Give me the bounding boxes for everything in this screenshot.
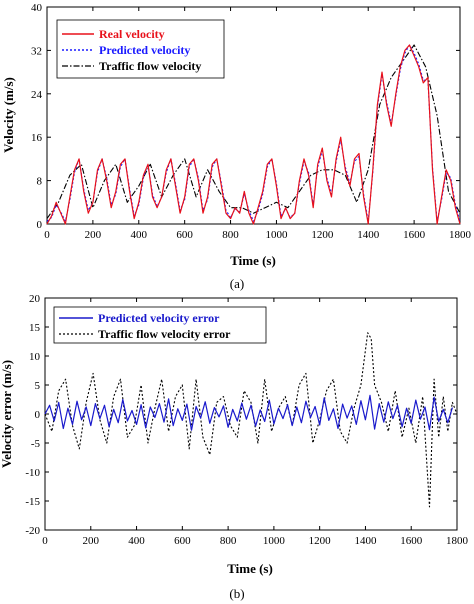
y-tick-label: -20	[25, 525, 40, 537]
y-tick-label: -15	[25, 496, 40, 508]
y-tick-label: 16	[31, 132, 43, 144]
x-tick-label: 800	[220, 535, 237, 547]
legend-box	[53, 306, 267, 344]
legend-label-predicted-velocity-error: Predicted velocity error	[98, 311, 220, 325]
y-axis-title: Velocity error (m/s)	[0, 360, 14, 468]
x-tick-label: 800	[222, 229, 239, 241]
x-tick-label: 1400	[357, 229, 380, 241]
series-line-traffic-flow-velocity	[46, 44, 461, 219]
legend: Predicted velocity error Traffic flow ve…	[53, 306, 267, 344]
y-tick-label: 10	[29, 351, 41, 363]
y-tick-label: -5	[31, 438, 41, 450]
velocity-chart: 0 200 400 600 800 1000 1200 1400 1600 1800 0 8 16 24 3…	[1, 2, 472, 291]
y-tick-label: 24	[31, 89, 43, 101]
x-tick-label: 0	[42, 535, 48, 547]
x-tick-label: 1200	[311, 229, 334, 241]
legend-label-traffic-flow-velocity: Traffic flow velocity	[99, 59, 201, 73]
x-tick-label: 1800	[449, 229, 472, 241]
caption-b: (b)	[229, 586, 244, 601]
y-tick-label: 8	[37, 176, 43, 188]
x-tick-label: 600	[176, 229, 193, 241]
y-tick-label: -10	[25, 467, 40, 479]
y-tick-label: 5	[35, 380, 41, 392]
legend: Real velocity Predicted velocity Traffic…	[56, 19, 225, 79]
x-tick-label: 1000	[265, 229, 288, 241]
axis-ticks: 0 200 400 600 800 1000 1200 1400 1600 1800 0 8 16 24 3…	[31, 2, 472, 241]
series-line-real-velocity	[46, 44, 461, 225]
y-tick-label: 0	[35, 409, 41, 421]
caption-a: (a)	[230, 276, 244, 291]
series-layer	[46, 44, 461, 225]
x-tick-label: 1200	[309, 535, 332, 547]
y-tick-label: 32	[31, 45, 42, 57]
x-tick-label: 400	[131, 229, 148, 241]
x-tick-label: 200	[85, 229, 102, 241]
y-tick-label: 0	[37, 219, 43, 231]
series-line-predicted-velocity-error	[44, 394, 453, 431]
velocity-error-chart: 0 200 400 600 800 1000 1200 1400 1600 1800-20-15-…	[0, 293, 469, 601]
series-line-traffic-flow-velocity-error	[44, 332, 458, 508]
x-tick-label: 1000	[263, 535, 286, 547]
x-tick-label: 1600	[400, 535, 423, 547]
legend-label-traffic-flow-velocity-error: Traffic flow velocity error	[98, 327, 231, 341]
y-tick-label: 15	[29, 322, 41, 334]
legend-label-predicted-velocity: Predicted velocity	[99, 43, 190, 57]
x-tick-label: 400	[128, 535, 145, 547]
series-layer	[44, 332, 458, 508]
axis-ticks: 0 200 400 600 800 1000 1200 1400 1600 1800-20-15-…	[25, 293, 468, 547]
x-tick-label: 1600	[403, 229, 426, 241]
x-axis-title: Time (s)	[227, 561, 273, 576]
x-tick-label: 600	[174, 535, 191, 547]
y-tick-label: 20	[29, 293, 41, 305]
legend-box	[56, 19, 225, 79]
x-tick-label: 1800	[446, 535, 469, 547]
x-tick-label: 1400	[354, 535, 377, 547]
y-tick-label: 40	[31, 2, 43, 14]
legend-label-real-velocity: Real velocity	[99, 27, 165, 41]
x-tick-label: 200	[83, 535, 100, 547]
x-tick-label: 0	[44, 229, 50, 241]
x-axis-title: Time (s)	[230, 253, 276, 268]
y-axis-title: Velocity (m/s)	[1, 77, 16, 153]
